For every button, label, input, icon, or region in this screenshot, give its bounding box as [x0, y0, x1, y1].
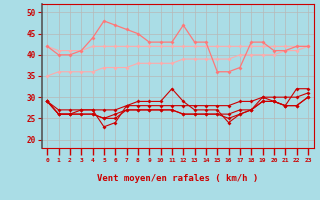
- X-axis label: Vent moyen/en rafales ( km/h ): Vent moyen/en rafales ( km/h ): [97, 174, 258, 183]
